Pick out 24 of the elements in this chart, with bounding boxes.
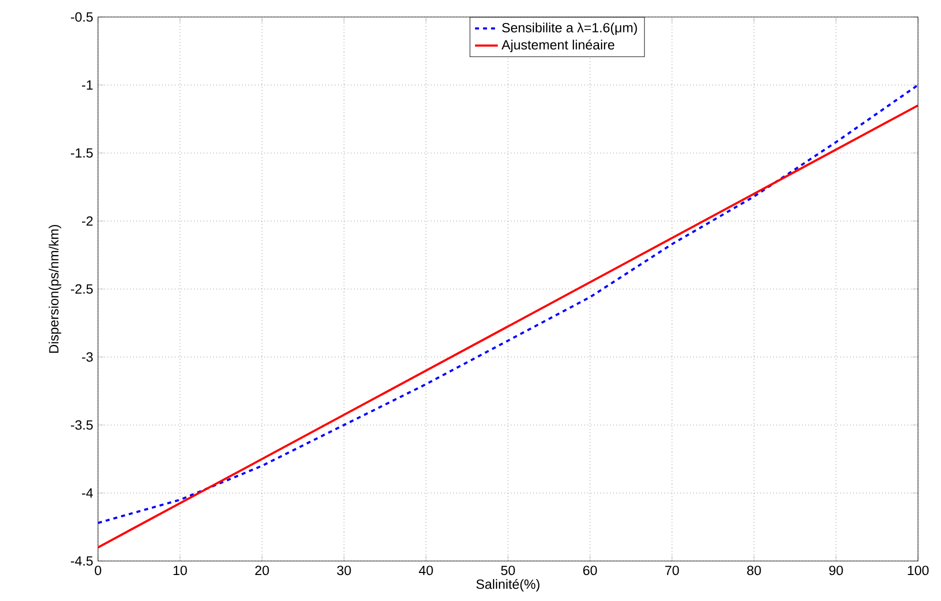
x-tick-label: 90 xyxy=(829,566,843,576)
y-tick-label: -1 xyxy=(82,80,93,90)
y-tick-label: -2 xyxy=(82,216,93,226)
x-axis-title: Salinité(%) xyxy=(476,578,540,592)
y-axis-title: Dispersion(ps/nm/km) xyxy=(48,225,62,353)
x-tick-label: 80 xyxy=(747,566,761,576)
y-tick-label: -4 xyxy=(82,488,93,498)
legend-label: Sensibilite a λ=1.6(μm) xyxy=(502,22,637,36)
y-tick-label: -2.5 xyxy=(70,284,93,294)
y-tick-label: -4.5 xyxy=(70,556,93,566)
y-tick-label: -1.5 xyxy=(70,148,93,158)
y-tick-label: -0.5 xyxy=(70,12,93,22)
x-tick-label: 20 xyxy=(255,566,269,576)
x-tick-label: 0 xyxy=(94,566,102,576)
x-tick-label: 60 xyxy=(583,566,597,576)
x-tick-label: 10 xyxy=(174,566,187,576)
y-tick-label: -3.5 xyxy=(70,420,93,430)
x-tick-label: 50 xyxy=(501,566,515,576)
x-tick-label: 100 xyxy=(908,566,929,576)
x-tick-label: 40 xyxy=(418,566,433,576)
x-tick-label: 30 xyxy=(337,566,351,576)
legend-label: Ajustement linéaire xyxy=(502,40,614,52)
x-tick-label: 70 xyxy=(665,566,679,576)
y-tick-label: -3 xyxy=(82,352,93,362)
